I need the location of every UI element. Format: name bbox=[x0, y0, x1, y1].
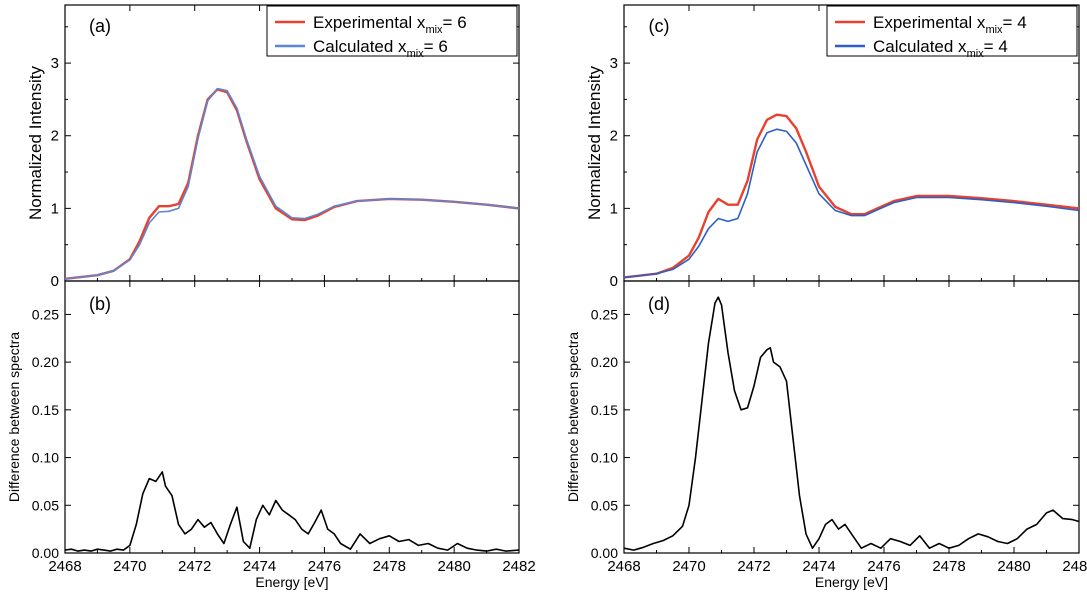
series-line bbox=[64, 471, 520, 552]
x-axis-title: Energy [eV] bbox=[815, 574, 888, 590]
legend-entry: Experimental xmix= 4 bbox=[873, 13, 1027, 36]
x-axis-title: Energy [eV] bbox=[255, 574, 328, 590]
plot-frame bbox=[64, 280, 520, 554]
y-tick-label: 0.20 bbox=[591, 354, 618, 370]
x-tick-label: 2480 bbox=[437, 558, 470, 575]
x-tick-label: 2482 bbox=[1062, 558, 1087, 575]
series-line bbox=[623, 113, 1080, 279]
y-tick-label: 0.00 bbox=[591, 545, 618, 561]
legend-entry: Calculated xmix= 6 bbox=[313, 37, 448, 60]
y-tick-label: 0.15 bbox=[591, 402, 618, 418]
x-tick-label: 2470 bbox=[672, 558, 705, 575]
x-tick-label: 2476 bbox=[308, 558, 341, 575]
y-axis-title: Normalized Intensity bbox=[585, 66, 604, 221]
y-tick-label: 0.10 bbox=[591, 450, 618, 466]
x-tick-label: 2468 bbox=[607, 558, 640, 575]
legend-box bbox=[826, 5, 1078, 57]
series-line bbox=[64, 88, 520, 280]
legend-entry: Calculated xmix= 4 bbox=[873, 37, 1008, 60]
x-tick-label: 2474 bbox=[243, 558, 276, 575]
series-line bbox=[623, 128, 1080, 279]
x-tick-label: 2478 bbox=[932, 558, 965, 575]
y-tick-label: 1 bbox=[610, 200, 618, 217]
y-tick-label: 0.20 bbox=[32, 354, 59, 370]
y-axis-title: Difference between spectra bbox=[565, 332, 581, 502]
y-tick-label: 2 bbox=[610, 128, 618, 145]
y-tick-label: 0.05 bbox=[591, 497, 618, 513]
y-tick-label: 0.15 bbox=[32, 402, 59, 418]
x-tick-label: 2470 bbox=[113, 558, 146, 575]
panel-label: (c) bbox=[649, 16, 670, 36]
x-tick-label: 2472 bbox=[178, 558, 211, 575]
y-tick-label: 0.10 bbox=[32, 450, 59, 466]
legend-box bbox=[266, 5, 518, 57]
y-tick-label: 3 bbox=[51, 55, 59, 72]
panel-label: (a) bbox=[89, 16, 111, 36]
x-tick-label: 2468 bbox=[48, 558, 81, 575]
y-tick-label: 2 bbox=[51, 128, 59, 145]
panel-d: 0.00 0.05 0.10 0.15 0.20 0.25 2468 2470 2472 2474… bbox=[565, 280, 1087, 590]
legend-entry: Experimental xmix= 6 bbox=[313, 13, 467, 36]
x-tick-label: 2476 bbox=[867, 558, 900, 575]
panel-a: 0 1 2 3 Normalized Intensity (a) Experimental … bbox=[26, 4, 520, 290]
panel-label: (d) bbox=[648, 294, 670, 314]
series-line bbox=[623, 296, 1080, 551]
y-tick-label: 0.25 bbox=[591, 306, 618, 322]
plot-frame bbox=[623, 280, 1080, 554]
x-tick-label: 2474 bbox=[802, 558, 835, 575]
series-line bbox=[64, 87, 520, 280]
panel-b: 0.00 0.05 0.10 0.15 0.20 0.25 2468 2470 2472 2474… bbox=[6, 280, 536, 590]
y-tick-label: 0.25 bbox=[32, 306, 59, 322]
y-tick-label: 0.00 bbox=[32, 545, 59, 561]
x-tick-label: 2480 bbox=[997, 558, 1030, 575]
x-tick-label: 2478 bbox=[373, 558, 406, 575]
y-tick-label: 0.05 bbox=[32, 497, 59, 513]
y-tick-label: 0 bbox=[610, 273, 618, 290]
x-tick-label: 2472 bbox=[737, 558, 770, 575]
y-tick-label: 3 bbox=[610, 55, 618, 72]
panel-c: 0 1 2 3 Normalized Intensity (c) Experimental … bbox=[585, 4, 1080, 290]
y-tick-label: 0 bbox=[51, 273, 59, 290]
y-axis-title: Normalized Intensity bbox=[26, 66, 45, 221]
y-tick-label: 1 bbox=[51, 200, 59, 217]
panel-label: (b) bbox=[89, 294, 111, 314]
x-tick-label: 2482 bbox=[502, 558, 535, 575]
y-axis-title: Difference between spectra bbox=[6, 332, 22, 502]
